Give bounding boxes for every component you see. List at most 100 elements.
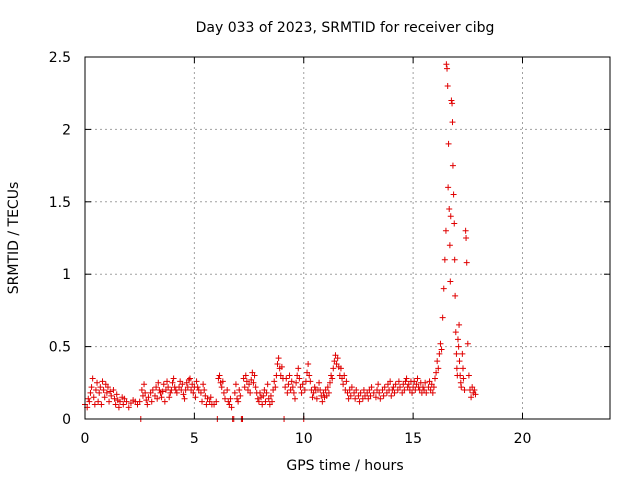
data-point	[117, 398, 123, 405]
data-point	[445, 140, 452, 147]
data-point	[456, 321, 463, 328]
data-point	[199, 398, 206, 405]
data-point	[463, 259, 470, 266]
data-point	[187, 375, 193, 382]
data-point	[461, 387, 468, 394]
data-point	[319, 398, 326, 405]
data-point	[89, 375, 96, 382]
data-point	[215, 375, 222, 382]
data-point	[456, 358, 463, 365]
data-point	[272, 384, 279, 391]
data-point	[252, 384, 259, 391]
data-point	[465, 372, 472, 379]
data-point	[113, 391, 120, 398]
data-point	[167, 389, 174, 396]
data-point	[85, 395, 92, 402]
data-point	[156, 387, 163, 394]
data-point	[136, 398, 143, 405]
data-point	[149, 387, 156, 394]
data-point	[251, 372, 258, 379]
data-point	[95, 398, 102, 405]
data-point	[86, 398, 93, 405]
data-point	[141, 381, 148, 388]
data-point	[228, 404, 235, 411]
data-point	[309, 394, 316, 401]
data-point	[250, 379, 257, 386]
data-point	[329, 375, 336, 382]
data-point	[301, 387, 308, 394]
data-point	[219, 378, 226, 385]
data-point	[160, 381, 167, 388]
y-tick-label: 1.5	[49, 195, 71, 211]
data-point	[440, 285, 447, 292]
data-point	[201, 387, 208, 394]
data-point	[457, 372, 464, 379]
data-point	[395, 378, 402, 385]
data-point	[449, 162, 456, 169]
data-point	[436, 350, 443, 357]
data-point	[260, 392, 267, 399]
data-point	[452, 292, 459, 299]
data-point	[402, 378, 409, 385]
data-point	[433, 369, 440, 376]
data-point	[179, 381, 186, 388]
data-point	[422, 379, 429, 386]
data-point	[328, 372, 335, 379]
data-point	[434, 358, 441, 365]
data-point	[267, 392, 274, 399]
data-point	[453, 365, 460, 372]
data-point	[193, 378, 200, 385]
plot-frame	[84, 56, 611, 420]
data-point	[138, 387, 145, 394]
data-point	[232, 381, 239, 388]
data-point	[306, 372, 313, 379]
data-point	[271, 378, 278, 385]
data-point	[438, 346, 445, 353]
data-point	[284, 389, 291, 396]
data-point	[368, 384, 375, 391]
data-point	[450, 191, 457, 198]
data-point	[197, 389, 204, 396]
data-point	[460, 375, 467, 382]
data-point	[295, 365, 302, 372]
data-point	[94, 379, 101, 386]
data-point	[419, 384, 426, 391]
data-point	[181, 395, 188, 402]
data-point	[98, 401, 105, 408]
data-point	[237, 392, 244, 399]
data-point	[324, 384, 331, 391]
data-point	[282, 384, 289, 391]
data-point	[161, 398, 168, 405]
data-point	[107, 388, 114, 395]
data-point	[236, 387, 243, 394]
data-point	[264, 381, 271, 388]
data-point	[437, 340, 444, 347]
data-point	[286, 372, 293, 379]
data-point	[169, 379, 176, 386]
data-point	[207, 394, 214, 401]
data-point	[255, 398, 262, 405]
data-point	[352, 395, 359, 402]
x-axis-label: GPS time / hours	[286, 458, 403, 474]
data-point	[387, 378, 394, 385]
data-point	[289, 384, 296, 391]
data-point	[343, 378, 350, 385]
data-point	[190, 389, 197, 396]
data-point	[360, 387, 367, 394]
x-tick-label: 5	[190, 431, 199, 447]
y-tick-label: 0	[62, 412, 71, 428]
data-point	[429, 389, 436, 396]
data-point	[154, 395, 161, 402]
data-point	[185, 376, 192, 383]
data-point	[299, 381, 306, 388]
y-tick-label: 0.5	[49, 340, 71, 356]
x-tick-label: 20	[514, 431, 532, 447]
data-point	[110, 387, 117, 394]
data-point	[464, 340, 471, 347]
data-point	[166, 394, 173, 401]
data-point	[459, 350, 466, 357]
data-point	[213, 398, 220, 405]
data-point	[293, 379, 300, 386]
